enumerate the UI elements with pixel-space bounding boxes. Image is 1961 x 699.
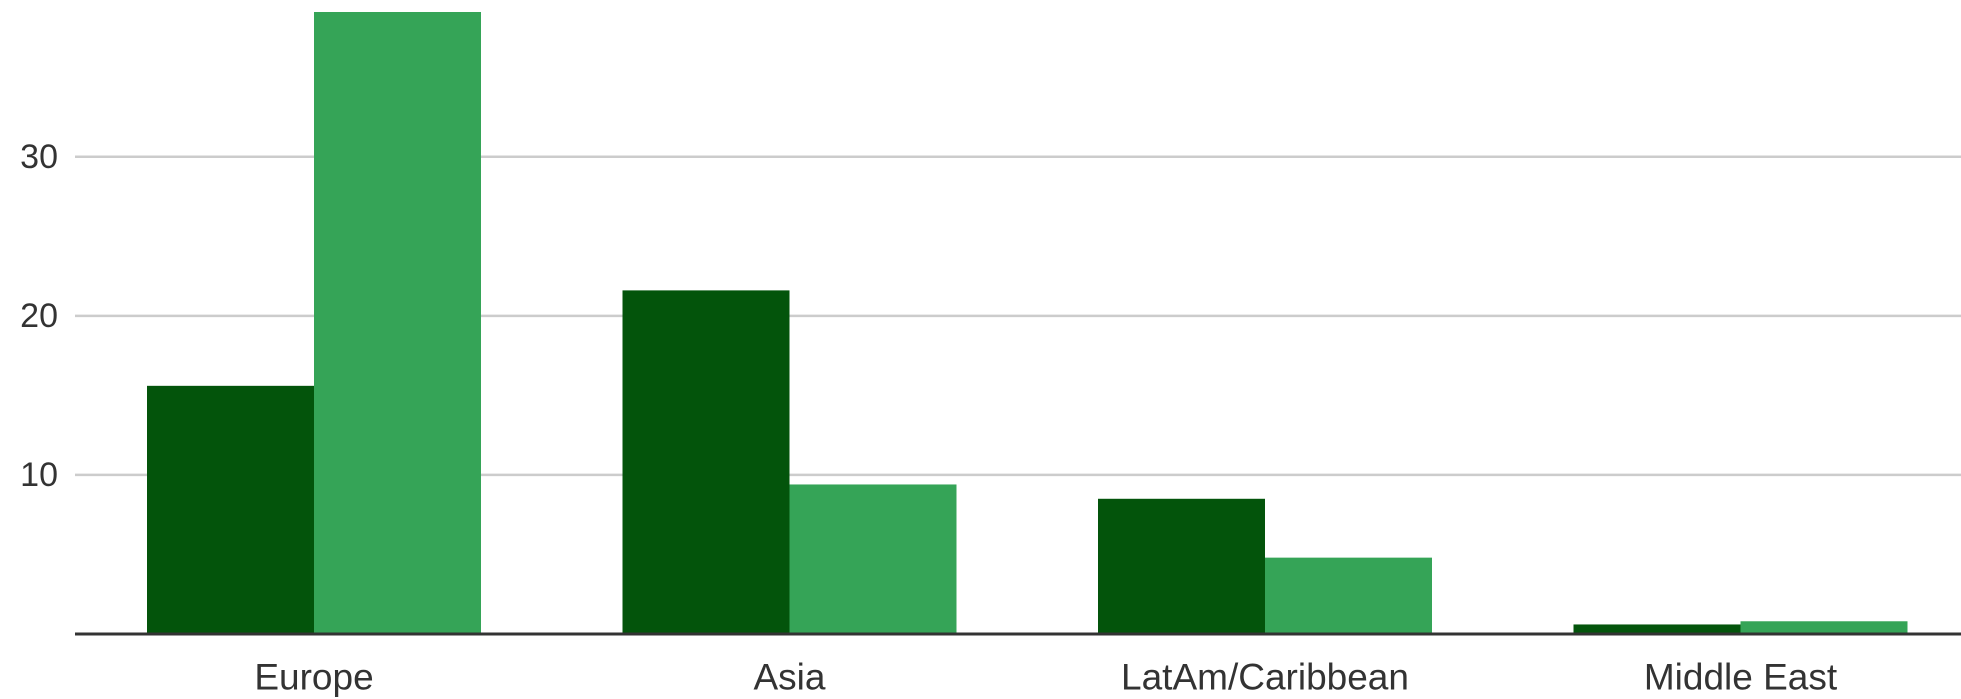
x-category-label: Middle East <box>1644 657 1838 698</box>
bar-latam-caribbean-series-1 <box>1098 498 1265 634</box>
bars <box>147 12 1908 634</box>
bar-latam-caribbean-series-2 <box>1265 557 1432 634</box>
bar-europe-series-1 <box>147 385 314 634</box>
y-tick-label: 20 <box>20 297 58 335</box>
x-category-label: LatAm/Caribbean <box>1121 657 1409 698</box>
bar-asia-series-2 <box>789 484 957 634</box>
bar-asia-series-1 <box>622 290 790 634</box>
x-axis-labels: Europe Asia LatAm/Caribbean Middle East <box>254 657 1838 698</box>
x-category-label: Europe <box>254 657 373 698</box>
y-tick-label: 10 <box>20 456 58 494</box>
bar-europe-series-2 <box>314 12 481 634</box>
bar-middle-east-series-2 <box>1740 621 1908 634</box>
y-tick-label: 30 <box>20 138 58 176</box>
x-category-label: Asia <box>754 657 826 698</box>
y-axis-ticks: 10 20 30 <box>20 138 58 494</box>
bar-middle-east-series-1 <box>1573 624 1741 634</box>
